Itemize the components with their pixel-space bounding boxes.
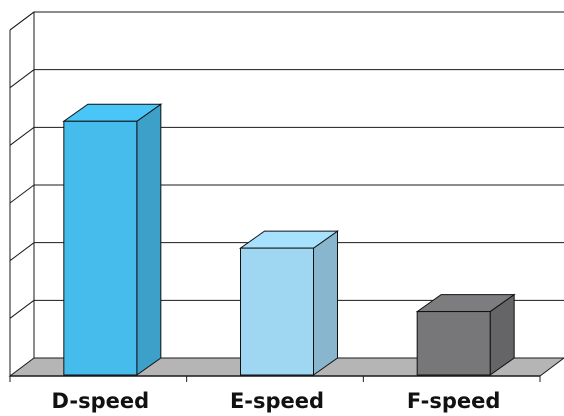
x-tick-label: E-speed [230, 389, 324, 413]
bar-f-speed [415, 293, 516, 376]
left-wall-gridline [9, 299, 35, 319]
bar-side [136, 103, 162, 376]
axes [9, 375, 541, 382]
bar-front [240, 247, 314, 376]
left-wall-gridline [9, 126, 35, 146]
x-tick-label: F-speed [407, 389, 500, 413]
left-wall-gridline [9, 69, 35, 89]
left-wall-gridline [9, 242, 35, 262]
bar-front [416, 311, 491, 376]
bar-side [313, 230, 338, 376]
bars [62, 103, 516, 376]
x-tick-labels: D-speed E-speed F-speed [52, 389, 501, 413]
left-wall-gridline [9, 184, 35, 204]
bar-d-speed [62, 103, 163, 376]
bar-front [63, 120, 138, 376]
left-wall-gridline [9, 11, 35, 31]
bar-e-speed [238, 230, 340, 376]
x-tick-label: D-speed [52, 389, 150, 413]
